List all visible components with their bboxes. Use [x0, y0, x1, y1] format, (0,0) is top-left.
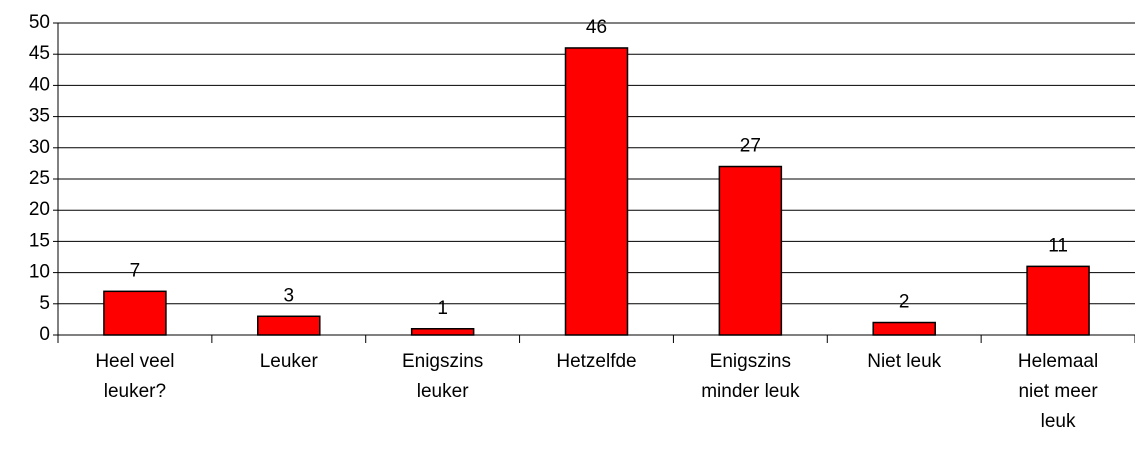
- bar: [718, 165, 783, 336]
- bar: [103, 290, 167, 336]
- y-tick-label: 5: [39, 293, 50, 314]
- y-tick-label: 25: [29, 168, 50, 189]
- data-label: 3: [283, 285, 294, 306]
- y-tick-label: 50: [29, 12, 50, 33]
- x-tick-label: Helemaal niet meer leuk: [1017, 351, 1099, 432]
- data-label: 11: [1048, 235, 1068, 256]
- y-tick-label: 20: [29, 199, 50, 220]
- y-tick-label: 10: [29, 262, 50, 283]
- y-tick-label: 40: [29, 74, 50, 95]
- y-tick-label: 45: [29, 43, 50, 64]
- x-tick-label: Enigszins minder leuk: [701, 351, 800, 402]
- x-tick-label: Heel veel leuker?: [95, 351, 175, 402]
- bar: [257, 315, 321, 336]
- bar: [410, 328, 475, 336]
- data-label: 2: [899, 292, 910, 313]
- bar: [1026, 265, 1090, 336]
- x-tick-label: Hetzelfde: [556, 351, 637, 372]
- y-tick-label: 35: [29, 106, 50, 127]
- y-tick-label: 0: [39, 324, 50, 345]
- x-tick-label: Niet leuk: [867, 351, 942, 372]
- data-label: 27: [740, 136, 761, 157]
- bar: [564, 47, 629, 336]
- data-label: 46: [586, 17, 607, 38]
- x-tick-label: Enigszins leuker: [401, 351, 484, 402]
- data-label: 7: [130, 260, 141, 281]
- bar: [872, 321, 936, 336]
- y-tick-label: 15: [29, 230, 50, 251]
- y-tick-label: 30: [29, 137, 50, 158]
- x-tick-label: Leuker: [259, 351, 318, 372]
- data-label: 1: [437, 298, 448, 319]
